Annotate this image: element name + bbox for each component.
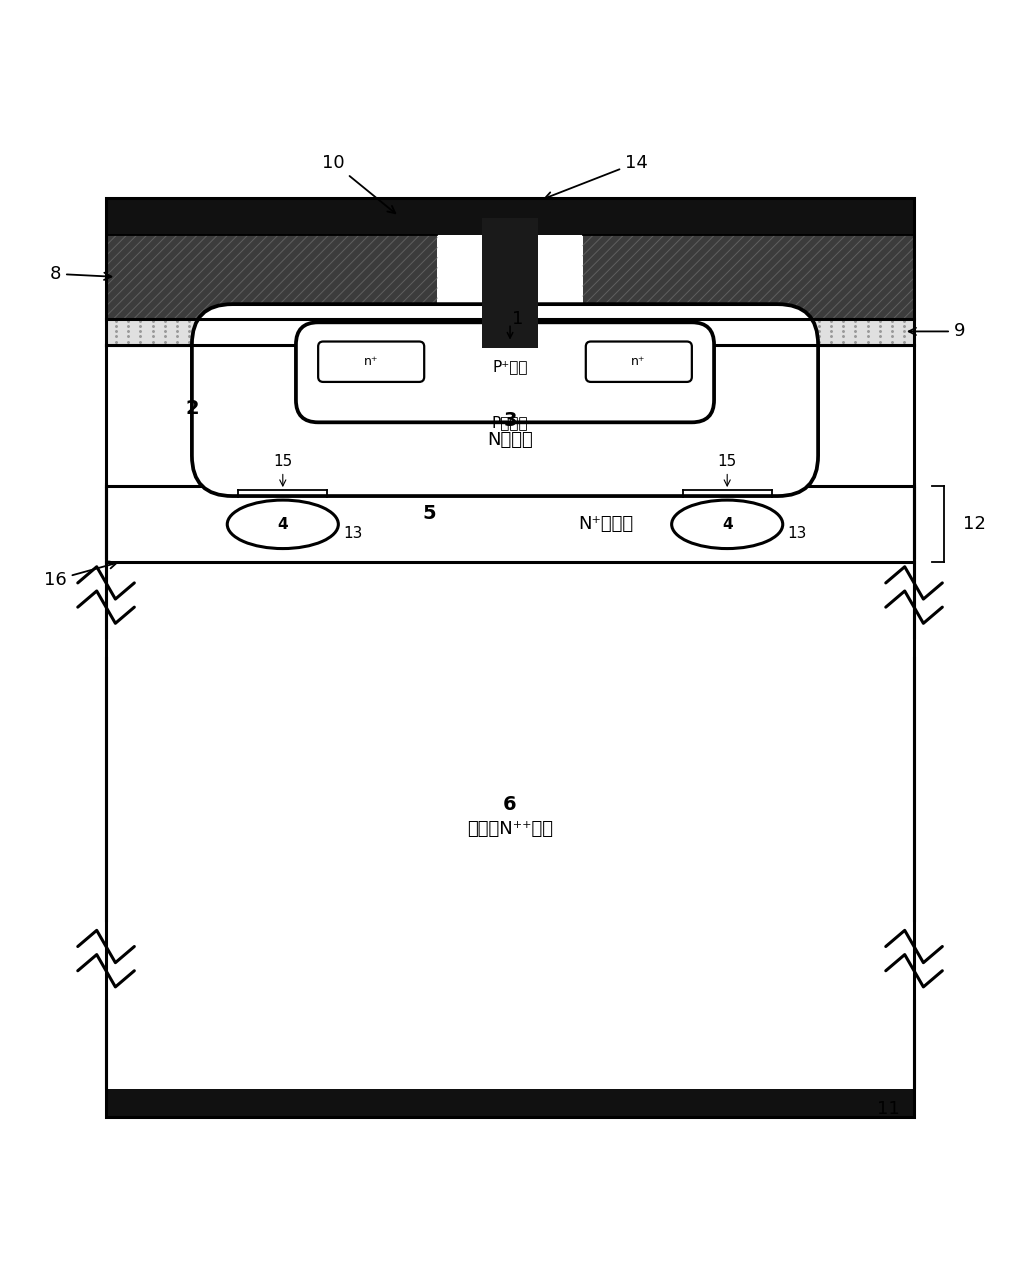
Text: n⁺: n⁺ [364,355,378,369]
Ellipse shape [672,500,783,549]
Text: 2: 2 [185,398,199,418]
FancyBboxPatch shape [192,305,818,496]
Bar [106,486,914,562]
Bar [106,235,437,319]
Text: 4: 4 [278,517,288,532]
Bar [106,198,914,235]
Text: 1: 1 [512,310,524,328]
Text: 11: 11 [878,1100,900,1118]
Text: 15: 15 [717,454,737,486]
Bar [106,198,914,1117]
FancyBboxPatch shape [586,342,692,382]
Bar [583,235,914,319]
Text: N漂移区: N漂移区 [487,432,533,450]
Ellipse shape [227,500,338,549]
Text: 8: 8 [49,265,111,283]
Text: 13: 13 [343,526,363,541]
Text: 10: 10 [322,154,395,213]
Text: 9: 9 [909,323,966,341]
FancyBboxPatch shape [318,342,424,382]
Text: N⁺缓冲层: N⁺缓冲层 [579,515,633,533]
Bar [106,319,914,344]
Text: n⁺: n⁺ [631,355,645,369]
Text: 4: 4 [722,517,732,532]
Bar [667,505,789,558]
Text: 13: 13 [788,526,807,541]
Text: P⁺体区: P⁺体区 [492,360,528,374]
Bar [222,505,343,558]
Text: 15: 15 [273,454,293,486]
Bar [106,562,914,1088]
Text: 5: 5 [422,504,436,523]
Text: 3: 3 [503,411,517,429]
Text: 12: 12 [963,515,986,533]
Text: P型附区: P型附区 [492,415,528,429]
Bar [106,1088,914,1117]
Bar [106,344,914,486]
Bar [482,218,538,347]
FancyBboxPatch shape [296,323,714,423]
Text: 14: 14 [544,154,647,199]
Text: 16: 16 [44,562,116,589]
Text: 重掺杂N⁺⁺衬底: 重掺杂N⁺⁺衬底 [467,820,553,838]
Text: 6: 6 [503,794,517,813]
